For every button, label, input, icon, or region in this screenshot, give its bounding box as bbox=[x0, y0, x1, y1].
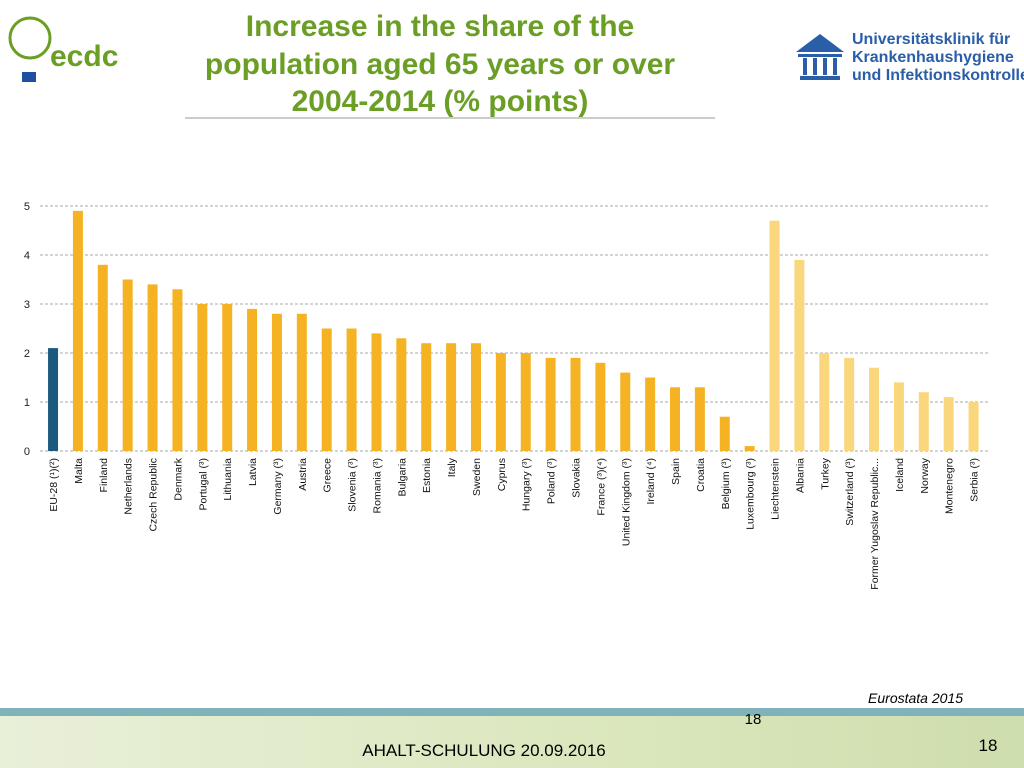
x-tick-label: Ireland (⁴) bbox=[645, 458, 657, 505]
chart: 0 1 2 3 4 5 EU-28 (¹)(²) Malta Finland Netherland… bbox=[24, 201, 988, 590]
bar bbox=[321, 328, 332, 451]
bar bbox=[48, 348, 59, 451]
x-tick-label: Switzerland (³) bbox=[844, 458, 856, 526]
bar bbox=[371, 333, 382, 451]
x-tick-label: Latvia bbox=[247, 458, 259, 486]
y-tick-label: 4 bbox=[24, 250, 30, 262]
x-tick-label: Italy bbox=[446, 457, 458, 477]
bar bbox=[819, 353, 830, 451]
x-tick-label: Finland bbox=[98, 458, 110, 493]
x-tick-label: Iceland bbox=[894, 458, 906, 492]
bar bbox=[694, 387, 705, 451]
bar bbox=[645, 377, 656, 451]
x-tick-label: United Kingdom (³) bbox=[620, 458, 632, 546]
y-tick-label: 5 bbox=[24, 201, 30, 213]
x-tick-label: Czech Republic bbox=[148, 458, 160, 532]
page-center: 18 bbox=[745, 711, 762, 728]
x-tick-label: Slovakia bbox=[570, 458, 582, 498]
x-tick-label: Germany (³) bbox=[272, 458, 284, 515]
bar bbox=[396, 338, 407, 451]
bar bbox=[495, 353, 506, 451]
source: Eurostata 2015 bbox=[868, 690, 963, 706]
x-tick-label: Croatia bbox=[695, 458, 707, 492]
logo-line: Universitätsklinik für bbox=[852, 31, 1010, 48]
bar bbox=[72, 210, 83, 451]
chart-title: Increase in the share of the bbox=[246, 10, 634, 43]
bar bbox=[470, 343, 481, 451]
bar bbox=[893, 382, 904, 451]
bar bbox=[570, 357, 581, 451]
bar bbox=[172, 289, 183, 451]
y-tick-label: 1 bbox=[24, 397, 30, 409]
x-tick-label: Slovenia (³) bbox=[347, 458, 359, 512]
logo-text: ecdc bbox=[50, 40, 118, 73]
bar bbox=[222, 304, 233, 451]
logo-line: und Infektionskontrolle bbox=[852, 67, 1024, 84]
bar bbox=[421, 343, 432, 451]
x-tick-label: EU-28 (¹)(²) bbox=[48, 458, 60, 512]
bar bbox=[719, 416, 730, 451]
x-tick-label: Turkey bbox=[819, 457, 831, 489]
x-tick-label: Estonia bbox=[421, 458, 433, 493]
page-number: 18 bbox=[979, 736, 998, 755]
x-tick-label: Liechtenstein bbox=[770, 458, 782, 520]
bar bbox=[844, 357, 855, 451]
bar bbox=[271, 313, 282, 451]
x-tick-label: Cyprus bbox=[496, 458, 508, 491]
x-tick-label: Belgium (³) bbox=[720, 458, 732, 509]
bar bbox=[769, 220, 780, 451]
x-tick-label: Bulgaria bbox=[396, 458, 408, 497]
chart-title: 2004-2014 (% points) bbox=[292, 85, 589, 118]
x-tick-label: Netherlands bbox=[123, 458, 135, 515]
x-tick-label: Hungary (³) bbox=[521, 458, 533, 511]
x-tick-label: Romania (³) bbox=[371, 458, 383, 513]
bar bbox=[147, 284, 158, 451]
bar bbox=[97, 264, 108, 451]
x-tick-label: Austria bbox=[297, 458, 309, 491]
y-tick-label: 2 bbox=[24, 348, 30, 360]
x-tick-label: Greece bbox=[322, 458, 334, 493]
bar bbox=[446, 343, 457, 451]
bar bbox=[869, 367, 880, 451]
x-tick-label: Denmark bbox=[172, 457, 184, 500]
bar bbox=[197, 304, 208, 451]
y-tick-label: 0 bbox=[24, 446, 30, 458]
bar bbox=[520, 353, 531, 451]
x-tick-label: Poland (³) bbox=[546, 458, 558, 504]
x-tick-label: Portugal (³) bbox=[197, 458, 209, 511]
bar bbox=[296, 313, 307, 451]
bar bbox=[918, 392, 929, 451]
bar bbox=[794, 259, 805, 451]
x-tick-label: Serbia (³) bbox=[969, 458, 981, 502]
bar bbox=[247, 308, 258, 451]
x-tick-label: Luxembourg (³) bbox=[745, 458, 757, 530]
footer-band bbox=[0, 708, 1024, 716]
bar bbox=[346, 328, 357, 451]
bar bbox=[620, 372, 631, 451]
x-tick-label: Malta bbox=[73, 458, 85, 484]
bar bbox=[744, 446, 755, 451]
x-tick-label: Lithuania bbox=[222, 458, 234, 501]
bar bbox=[122, 279, 133, 451]
x-tick-label: Montenegro bbox=[944, 458, 956, 514]
x-tick-label: Norway bbox=[919, 457, 931, 493]
bar bbox=[545, 357, 556, 451]
x-tick-label: France (³)(⁴) bbox=[595, 458, 607, 516]
bar bbox=[943, 397, 954, 451]
x-tick-label: Sweden bbox=[471, 458, 483, 496]
logo-line: Krankenhaushygiene bbox=[852, 49, 1014, 66]
bar bbox=[670, 387, 681, 451]
y-tick-label: 3 bbox=[24, 299, 30, 311]
x-tick-label: Spain bbox=[670, 458, 682, 485]
bar bbox=[968, 402, 979, 451]
footer: AHALT-SCHULUNG 20.09.2016 bbox=[362, 741, 605, 760]
footer-decor bbox=[0, 716, 1024, 768]
x-tick-label: Former Yugoslav Republic... bbox=[869, 458, 881, 590]
bar bbox=[595, 362, 606, 451]
clinic-logo: Universitätsklinik für Krankenhaushygien… bbox=[796, 31, 1024, 84]
ecdc-logo: ecdc bbox=[8, 16, 118, 82]
chart-title: population aged 65 years or over bbox=[205, 48, 675, 81]
x-tick-label: Albania bbox=[794, 458, 806, 493]
